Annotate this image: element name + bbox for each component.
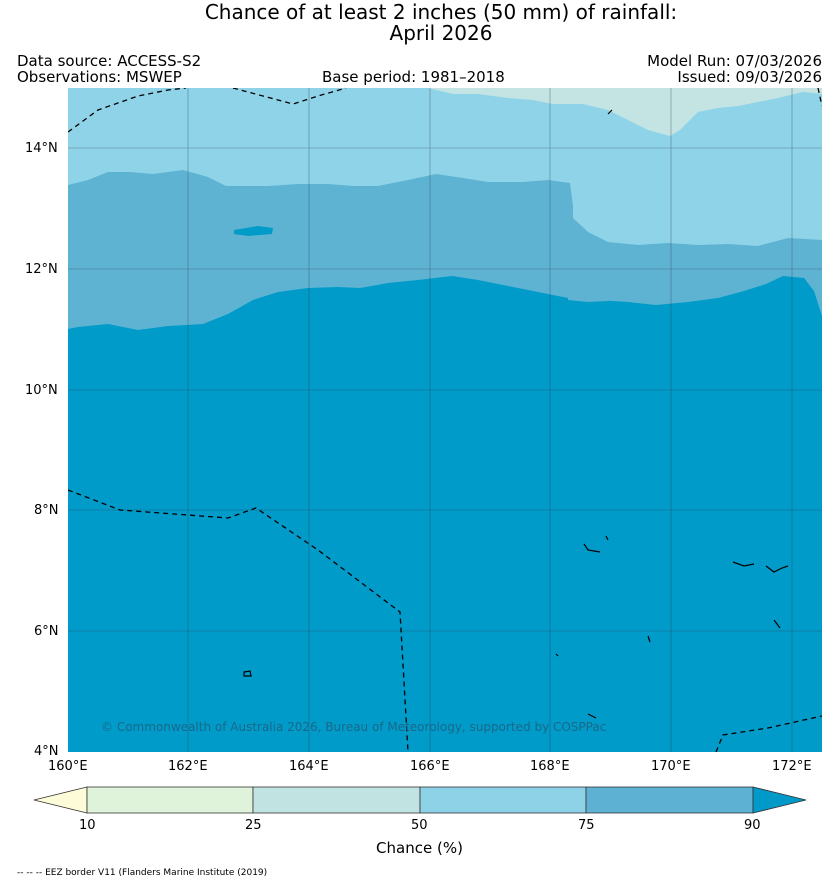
colorbar-segment-50-75 [419,786,587,814]
colorbar-tick-50: 50 [411,818,428,833]
lat-tick-12n: 12°N [25,262,58,277]
region-25-50 [428,88,822,136]
region-patch [234,226,273,236]
data-source-label: Data source: ACCESS-S2 [17,52,202,70]
model-run-label: Model Run: 07/03/2026 [647,52,822,70]
colorbar-tick-25: 25 [245,818,262,833]
colorbar-segment-25-50 [252,786,421,814]
eez-border-note: -- -- -- EEZ border V11 (Flanders Marine… [17,868,268,878]
lon-tick-172e: 172°E [772,759,812,774]
rainfall-map[interactable]: © Commonwealth of Australia 2026, Bureau… [68,88,822,752]
colorbar-label: Chance (%) [376,839,463,857]
lat-tick-6n: 6°N [34,624,59,639]
colorbar-tick-90: 90 [744,818,761,833]
colorbar-tick-75: 75 [578,818,595,833]
colorbar [33,786,807,814]
colorbar-segment-75-90 [585,786,754,814]
base-period-label: Base period: 1981–2018 [322,68,505,86]
lat-tick-14n: 14°N [25,141,58,156]
lon-tick-166e: 166°E [410,759,450,774]
observations-label: Observations: MSWEP [17,68,182,86]
lon-tick-160e: 160°E [48,759,88,774]
lon-tick-170e: 170°E [651,759,691,774]
region-patch [568,292,609,302]
graticule [68,88,822,752]
eez-border [68,88,822,752]
lon-tick-164e: 164°E [289,759,329,774]
lon-tick-168e: 168°E [530,759,570,774]
lat-tick-8n: 8°N [34,503,59,518]
map-title-line2: April 2026 [389,21,493,45]
copyright-notice: © Commonwealth of Australia 2026, Bureau… [101,720,606,734]
colorbar-extension-low [33,786,88,814]
lat-tick-10n: 10°N [25,383,58,398]
colorbar-tick-10: 10 [79,818,96,833]
lat-tick-4n: 4°N [34,744,59,759]
lon-tick-162e: 162°E [168,759,208,774]
map-title-line1: Chance of at least 2 inches (50 mm) of r… [204,0,678,24]
islands [243,109,789,719]
colorbar-segment-10-25 [86,786,254,814]
issued-label: Issued: 09/03/2026 [677,68,822,86]
colorbar-extension-high [752,786,807,814]
region-50-75 [68,88,822,246]
